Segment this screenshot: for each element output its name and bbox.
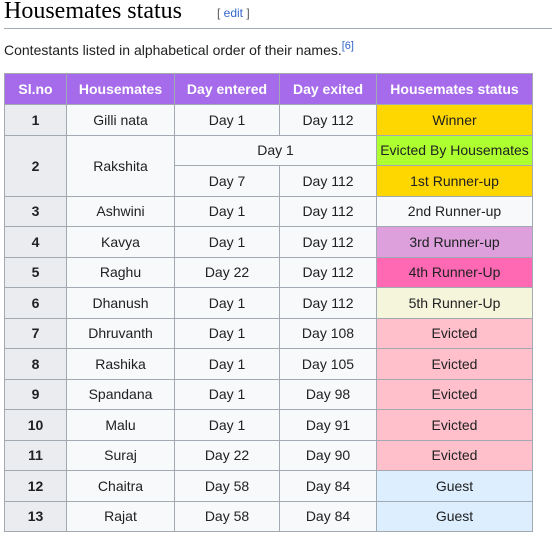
intro-text: Contestants listed in alphabetical order… [4, 40, 354, 58]
cell-day-exited: Day 84 [279, 470, 377, 502]
intro-sentence: Contestants listed in alphabetical order… [4, 42, 342, 58]
cell-housemate: Dhanush [66, 287, 175, 319]
table-row: 6 Dhanush Day 1 Day 112 5th Runner-Up [4, 287, 533, 319]
cell-status: 5th Runner-Up [376, 287, 533, 319]
cell-housemate: Gilli nata [66, 104, 175, 136]
cell-day-entered: Day 1 [174, 317, 280, 349]
cell-housemate: Raghu [66, 256, 175, 288]
table-row: 10 Malu Day 1 Day 91 Evicted [4, 409, 533, 441]
cell-status: 3rd Runner-up [376, 226, 533, 258]
edit-link[interactable]: edit [223, 6, 244, 20]
cell-slno: 9 [4, 378, 67, 410]
table-row: 11 Suraj Day 22 Day 90 Evicted [4, 439, 533, 471]
cell-housemate: Malu [66, 409, 175, 441]
cell-status: Guest [376, 470, 533, 502]
cell-day-entered: Day 1 [174, 287, 280, 319]
housemates-table: Sl.no Housemates Day entered Day exited … [4, 73, 533, 532]
cell-day-exited: Day 112 [279, 256, 377, 288]
cell-housemate: Kavya [66, 226, 175, 258]
table-row: 12 Chaitra Day 58 Day 84 Guest [4, 470, 533, 502]
table-row: 9 Spandana Day 1 Day 98 Evicted [4, 378, 533, 410]
cell-status: 4th Runner-Up [376, 256, 533, 288]
cell-day-exited: Day 112 [279, 165, 377, 197]
edit-bracket-open: [ [217, 6, 224, 20]
table-row: 7 Dhruvanth Day 1 Day 108 Evicted [4, 317, 533, 349]
header-slno: Sl.no [4, 73, 67, 105]
cell-day-exited: Day 112 [279, 195, 377, 227]
section-title: Housemates status [4, 0, 182, 24]
cell-slno: 12 [4, 470, 67, 502]
table-row: 1 Gilli nata Day 1 Day 112 Winner [4, 104, 533, 136]
edit-section: [ edit ] [217, 6, 250, 20]
cell-day-exited: Day 112 [279, 104, 377, 136]
cell-day-entered: Day 22 [174, 439, 280, 471]
cell-housemate: Suraj [66, 439, 175, 471]
section-heading: Housemates status [ edit ] [4, 0, 552, 29]
cell-status: Winner [376, 104, 533, 136]
cell-housemate: Ashwini [66, 195, 175, 227]
cell-day-exited: Day 105 [279, 348, 377, 380]
cell-slno: 6 [4, 287, 67, 319]
cell-slno: 2 [4, 134, 67, 197]
cell-status: Evicted [376, 409, 533, 441]
cell-status: Guest [376, 500, 533, 532]
cell-slno: 13 [4, 500, 67, 532]
cell-day-exited: Day 98 [279, 378, 377, 410]
header-day-entered: Day entered [174, 73, 280, 105]
cell-day-entered: Day 1 [174, 378, 280, 410]
cell-status: 1st Runner-up [376, 165, 533, 197]
table-row: 3 Ashwini Day 1 Day 112 2nd Runner-up [4, 195, 533, 227]
cell-housemate: Rajat [66, 500, 175, 532]
cell-day-exited: Day 112 [279, 287, 377, 319]
table-row: 4 Kavya Day 1 Day 112 3rd Runner-up [4, 226, 533, 258]
cell-housemate: Rashika [66, 348, 175, 380]
cell-day-entered: Day 7 [174, 165, 280, 197]
cell-day-exited: Day 108 [279, 317, 377, 349]
cell-status: 2nd Runner-up [376, 195, 533, 227]
table-row: 13 Rajat Day 58 Day 84 Guest [4, 500, 533, 532]
cell-day-entered: Day 1 [174, 104, 280, 136]
cell-housemate: Rakshita [66, 134, 175, 197]
table-row: Day 7 Day 112 1st Runner-up [5, 165, 533, 197]
table-body: 1 Gilli nata Day 1 Day 112 Winner 2 Rakshita Da… [4, 104, 533, 532]
cell-housemate: Dhruvanth [66, 317, 175, 349]
cell-slno: 4 [4, 226, 67, 258]
cell-day-entered: Day 1 [174, 226, 280, 258]
cell-slno: 5 [4, 256, 67, 288]
cell-day-exited: Day 90 [279, 439, 377, 471]
cell-day-exited: Day 91 [279, 409, 377, 441]
cell-day-entered-exited: Day 1 [174, 134, 377, 166]
cell-slno: 10 [4, 409, 67, 441]
cell-status: Evicted [376, 348, 533, 380]
cell-slno: 11 [4, 439, 67, 471]
cell-status: Evicted [376, 317, 533, 349]
cell-day-entered: Day 58 [174, 500, 280, 532]
table-row: 8 Rashika Day 1 Day 105 Evicted [4, 348, 533, 380]
cell-day-entered: Day 1 [174, 195, 280, 227]
cell-day-exited: Day 112 [279, 226, 377, 258]
table-row: 5 Raghu Day 22 Day 112 4th Runner-Up [4, 256, 533, 288]
cell-day-entered: Day 22 [174, 256, 280, 288]
cell-housemate: Spandana [66, 378, 175, 410]
cell-status: Evicted [376, 439, 533, 471]
cell-status: Evicted [376, 378, 533, 410]
cell-slno: 3 [4, 195, 67, 227]
table-row: 2 Rakshita Day 1 Evicted By Housemates [4, 134, 533, 197]
cell-housemate: Chaitra [66, 470, 175, 502]
reference-link[interactable]: [6] [341, 40, 354, 52]
header-housemates: Housemates [66, 73, 175, 105]
cell-slno: 7 [4, 317, 67, 349]
cell-day-entered: Day 58 [174, 470, 280, 502]
cell-day-exited: Day 84 [279, 500, 377, 532]
cell-status: Evicted By Housemates [376, 134, 533, 166]
cell-slno: 8 [4, 348, 67, 380]
cell-slno: 1 [4, 104, 67, 136]
table-header-row: Sl.no Housemates Day entered Day exited … [4, 73, 533, 105]
header-day-exited: Day exited [279, 73, 377, 105]
header-status: Housemates status [376, 73, 533, 105]
cell-day-entered: Day 1 [174, 348, 280, 380]
edit-bracket-close: ] [243, 6, 250, 20]
cell-day-entered: Day 1 [174, 409, 280, 441]
